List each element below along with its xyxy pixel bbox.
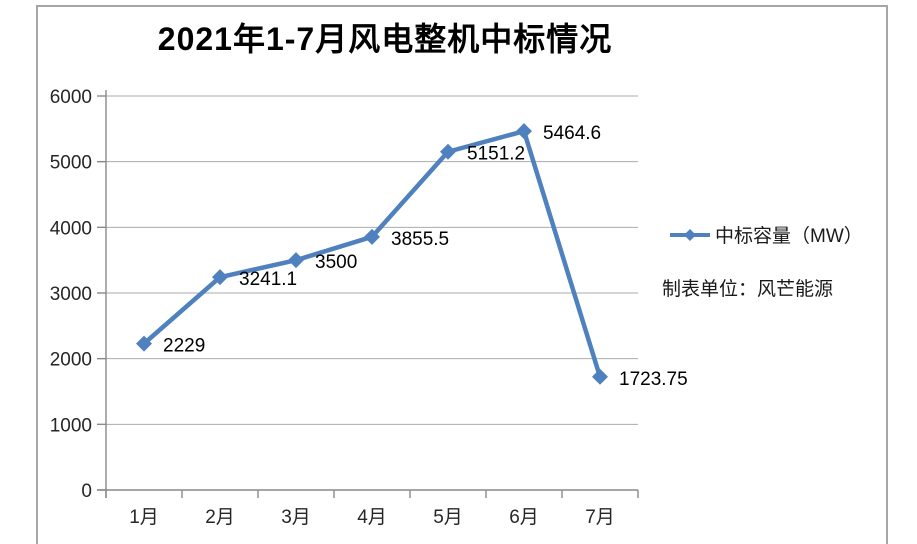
data-label: 2229 — [163, 336, 205, 357]
legend: 中标容量（MW） — [668, 221, 863, 248]
data-label: 3855.5 — [391, 229, 449, 250]
data-point-marker — [364, 228, 380, 245]
data-label: 3500 — [315, 252, 357, 273]
data-label: 5151.2 — [467, 144, 525, 165]
series-line — [141, 128, 603, 380]
chart-frame — [36, 5, 888, 544]
x-tick-label: 6月 — [509, 507, 539, 528]
x-tick-label: 4月 — [357, 507, 387, 528]
data-point-marker — [516, 123, 532, 140]
x-tick-label: 3月 — [281, 507, 311, 528]
chart-title: 2021年1-7月风电整机中标情况 — [157, 21, 613, 57]
data-label: 3241.1 — [239, 269, 297, 290]
x-tick-label: 7月 — [585, 507, 615, 528]
y-tick-label: 4000 — [50, 218, 92, 239]
data-point-marker — [288, 252, 304, 269]
x-tick-label: 2月 — [205, 507, 235, 528]
data-point-marker — [212, 269, 228, 286]
data-point-marker — [592, 368, 608, 385]
y-tick-label: 2000 — [50, 350, 92, 371]
x-tick-label: 1月 — [129, 507, 159, 528]
data-label: 1723.75 — [619, 369, 688, 390]
data-label: 5464.6 — [543, 123, 601, 144]
data-point-marker — [136, 335, 152, 352]
x-tick-label: 5月 — [433, 507, 463, 528]
y-tick-label: 1000 — [50, 415, 92, 436]
y-tick-label: 5000 — [50, 153, 92, 174]
data-point-marker — [440, 143, 456, 160]
y-tick-label: 0 — [81, 481, 92, 502]
legend-label: 中标容量（MW） — [715, 226, 863, 247]
legend-line-marker-icon — [670, 228, 710, 241]
chart-note: 制表单位：风芒能源 — [662, 279, 834, 300]
y-tick-label: 3000 — [50, 284, 92, 305]
y-tick-label: 6000 — [50, 87, 92, 108]
